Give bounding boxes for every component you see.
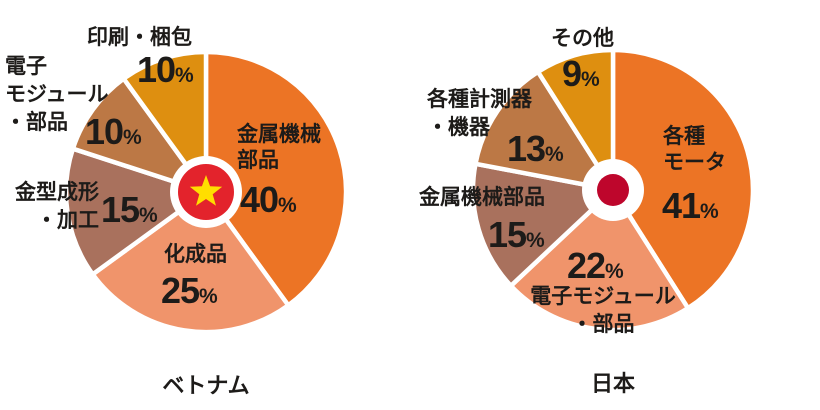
japan-flag-icon [597,174,629,206]
vietnam-slice-label-print-packaging: 印刷・梱包 [87,26,192,49]
pie-slice-japan-3 [473,69,616,193]
pie-slice-japan-1 [508,187,691,333]
pie-slice-japan-2 [470,161,616,289]
vietnam-slice-value-electronic-modules: 10% [85,111,142,152]
pie-slice-vietnam-0 [203,49,349,308]
vietnam-slice-value-metal-machinery: 40% [240,179,297,220]
vietnam-slice-label-electronic-modules: 電子 モジュール ・部品 [5,55,109,134]
japan-slice-value-motors: 41% [662,185,719,226]
japan-slice-label-measuring-instruments: 各種計測器 ・機器 [427,88,532,139]
vietnam-slice-label-mold-forming: 金型成形 ・加工 [15,181,99,232]
vietnam-slice-value-chemical-products: 25% [161,270,218,311]
star-icon [189,175,223,206]
japan-slice-value-metal-machinery: 15% [488,214,545,255]
pie-slice-japan-4 [535,47,616,193]
vietnam-slice-value-print-packaging: 10% [137,49,194,90]
pie-slice-vietnam-4 [121,49,209,195]
vietnam-chart-title: ベトナム [162,373,250,398]
pie-slice-vietnam-2 [63,146,209,277]
vietnam-slice-value-mold-forming: 15% [101,189,158,230]
pie-svg-japan [470,47,756,333]
vietnam-slice-label-metal-machinery: 金属機械 部品 [237,123,321,172]
japan-slice-label-others: その他 [551,27,614,50]
vietnam-slice-label-chemical-products: 化成品 [164,243,227,266]
japan-chart-title: 日本 [590,371,635,396]
japan-slice-label-electronic-modules: 電子モジュール ・部品 [530,285,676,336]
japan-slice-label-metal-machinery: 金属機械部品 [419,186,545,209]
pie-slice-vietnam-1 [90,189,291,335]
pie-svg-vietnam [63,49,349,335]
japan-slice-value-measuring-instruments: 13% [507,128,564,169]
japan-slice-value-electronic-modules: 22% [567,245,624,286]
japan-slice-label-motors: 各種 モータ [663,125,726,174]
japan-slice-value-others: 9% [562,53,600,94]
